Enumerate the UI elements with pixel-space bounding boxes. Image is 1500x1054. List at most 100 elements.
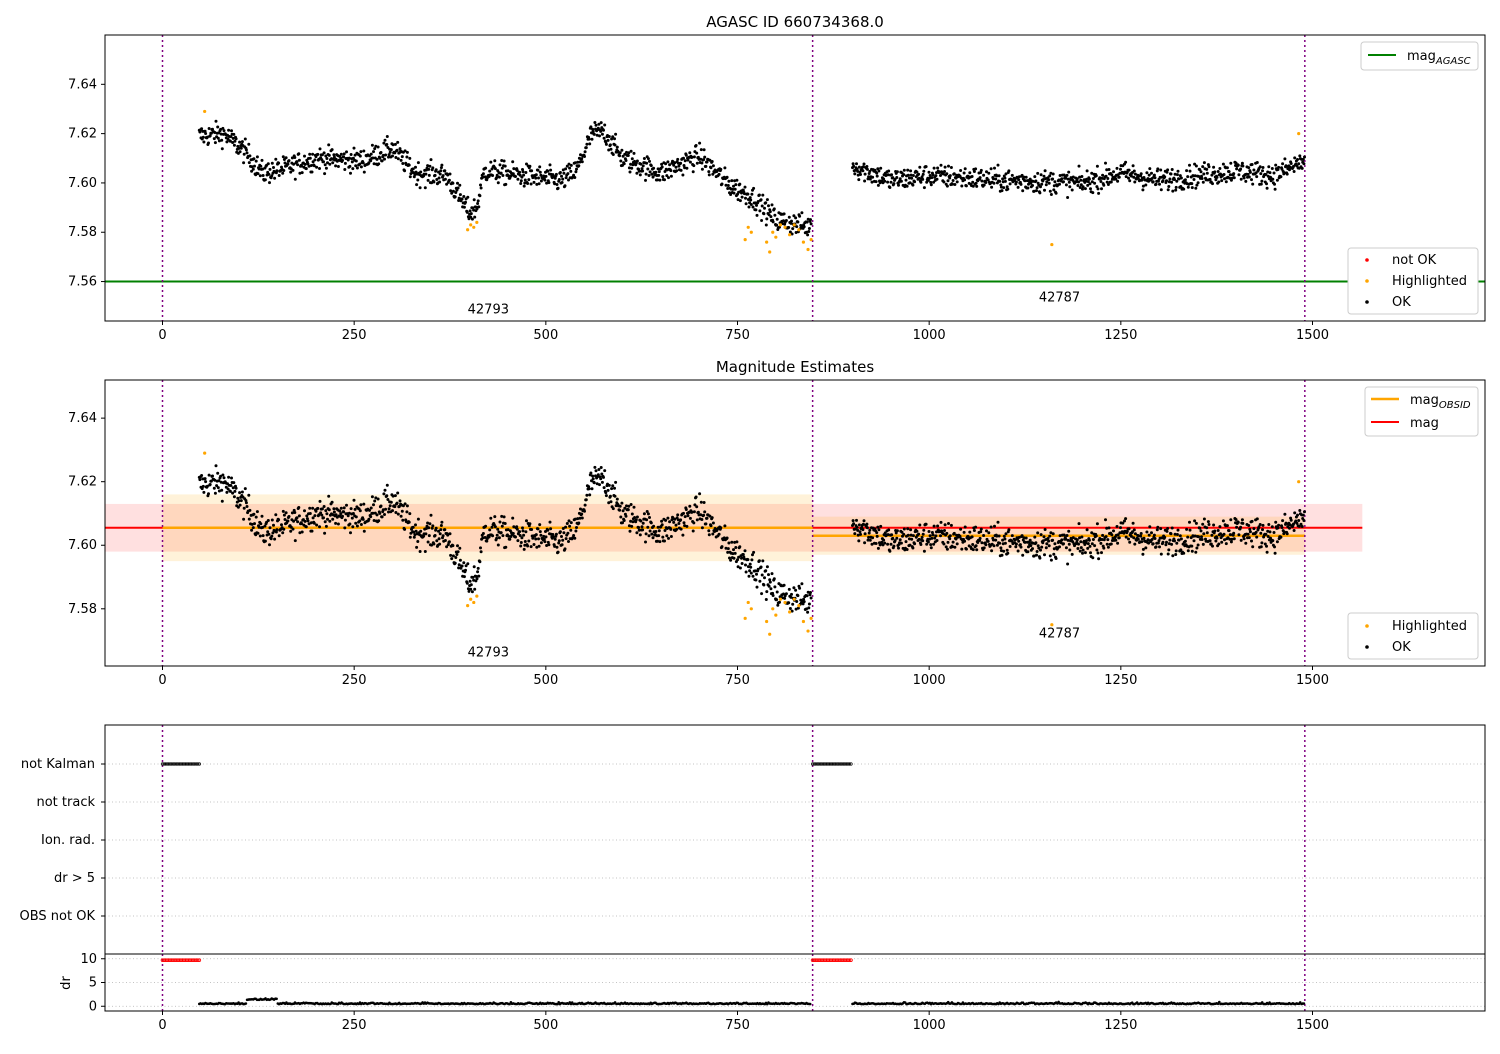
ok-point [1124, 535, 1128, 539]
ok-point [629, 162, 633, 166]
ok-point [1016, 549, 1020, 553]
ok-point [759, 565, 763, 569]
ok-point [782, 212, 786, 216]
ok-point [1100, 551, 1103, 555]
flag-point [846, 762, 850, 766]
ok-point [768, 578, 772, 582]
ok-point [217, 139, 221, 143]
ok-point [1220, 540, 1224, 544]
ok-point [1034, 179, 1038, 183]
ok-point [306, 519, 310, 523]
ok-point [334, 521, 338, 525]
ok-point [788, 607, 792, 610]
dr-point [508, 1002, 511, 1006]
ok-point [610, 137, 614, 141]
ok-point [1102, 183, 1106, 187]
ok-point [648, 159, 651, 163]
ok-point [222, 476, 226, 480]
ok-point [1175, 173, 1179, 177]
ok-point [544, 530, 547, 533]
ok-point [608, 494, 612, 498]
ok-point [587, 487, 591, 491]
ok-point [1003, 541, 1007, 545]
ok-point [1178, 534, 1182, 538]
ok-point [1031, 179, 1035, 183]
ok-point [567, 178, 570, 182]
ok-point [1173, 172, 1177, 176]
ok-point [948, 174, 952, 178]
ok-point [922, 169, 926, 173]
ok-point [1205, 171, 1209, 175]
ok-point [1158, 182, 1161, 186]
ok-point [521, 526, 524, 530]
ok-point [871, 536, 875, 540]
ok-point [251, 526, 255, 530]
ok-point [1248, 527, 1252, 531]
ok-point [254, 159, 258, 163]
ok-point [1105, 168, 1109, 172]
ok-point [430, 526, 434, 530]
ok-point [358, 509, 362, 513]
ok-point [1167, 542, 1171, 546]
ok-point [1232, 531, 1236, 535]
ok-point [614, 480, 618, 484]
ok-point [495, 176, 499, 180]
ok-point [535, 545, 539, 549]
ok-point [931, 533, 935, 537]
ok-point [886, 173, 890, 177]
ok-point [367, 161, 371, 165]
ok-point [866, 538, 870, 542]
ok-point [1097, 557, 1101, 561]
ok-point [1237, 173, 1241, 177]
ok-point [946, 179, 950, 183]
ok-point [1090, 171, 1094, 175]
ok-point [1192, 539, 1196, 543]
ok-point [1300, 525, 1304, 528]
ok-point [330, 148, 334, 152]
highlighted-point [765, 619, 769, 624]
ok-point [964, 184, 968, 188]
ok-point [769, 215, 773, 219]
ok-point [796, 220, 800, 224]
ok-point [1048, 174, 1052, 178]
ok-point [1052, 552, 1056, 556]
ok-point [1170, 526, 1174, 530]
dr-point [1218, 1000, 1221, 1004]
ok-point [1097, 191, 1101, 195]
flag-point [166, 762, 171, 766]
ok-point [1213, 170, 1217, 174]
ok-point [607, 483, 611, 487]
ok-point [1043, 553, 1046, 557]
ok-point [602, 128, 605, 132]
ok-point [1147, 533, 1151, 537]
ok-point [408, 535, 412, 539]
flag-point [189, 762, 194, 766]
ok-point [1127, 537, 1130, 541]
flag-point [197, 762, 201, 766]
ok-point [237, 499, 241, 503]
ok-point [1139, 534, 1143, 538]
ok-point [637, 528, 641, 532]
ok-point [400, 155, 404, 159]
ok-point [1196, 543, 1200, 547]
ok-point [1020, 534, 1024, 538]
ok-point [1004, 532, 1008, 536]
ok-point [1067, 542, 1071, 546]
ok-point [1088, 182, 1092, 186]
ok-point [521, 168, 524, 171]
ok-point [1100, 176, 1104, 180]
ok-point [290, 511, 294, 515]
ok-point [932, 542, 936, 546]
ok-point [1225, 166, 1229, 170]
ok-point [1188, 520, 1191, 524]
ok-point [594, 123, 598, 127]
ok-point [379, 151, 383, 154]
ok-point [1170, 542, 1174, 546]
ok-point [496, 527, 500, 531]
ok-point [547, 181, 551, 185]
ok-point [641, 164, 645, 168]
ok-point [1165, 170, 1169, 174]
ok-point [506, 528, 510, 532]
ok-point [1042, 535, 1046, 539]
